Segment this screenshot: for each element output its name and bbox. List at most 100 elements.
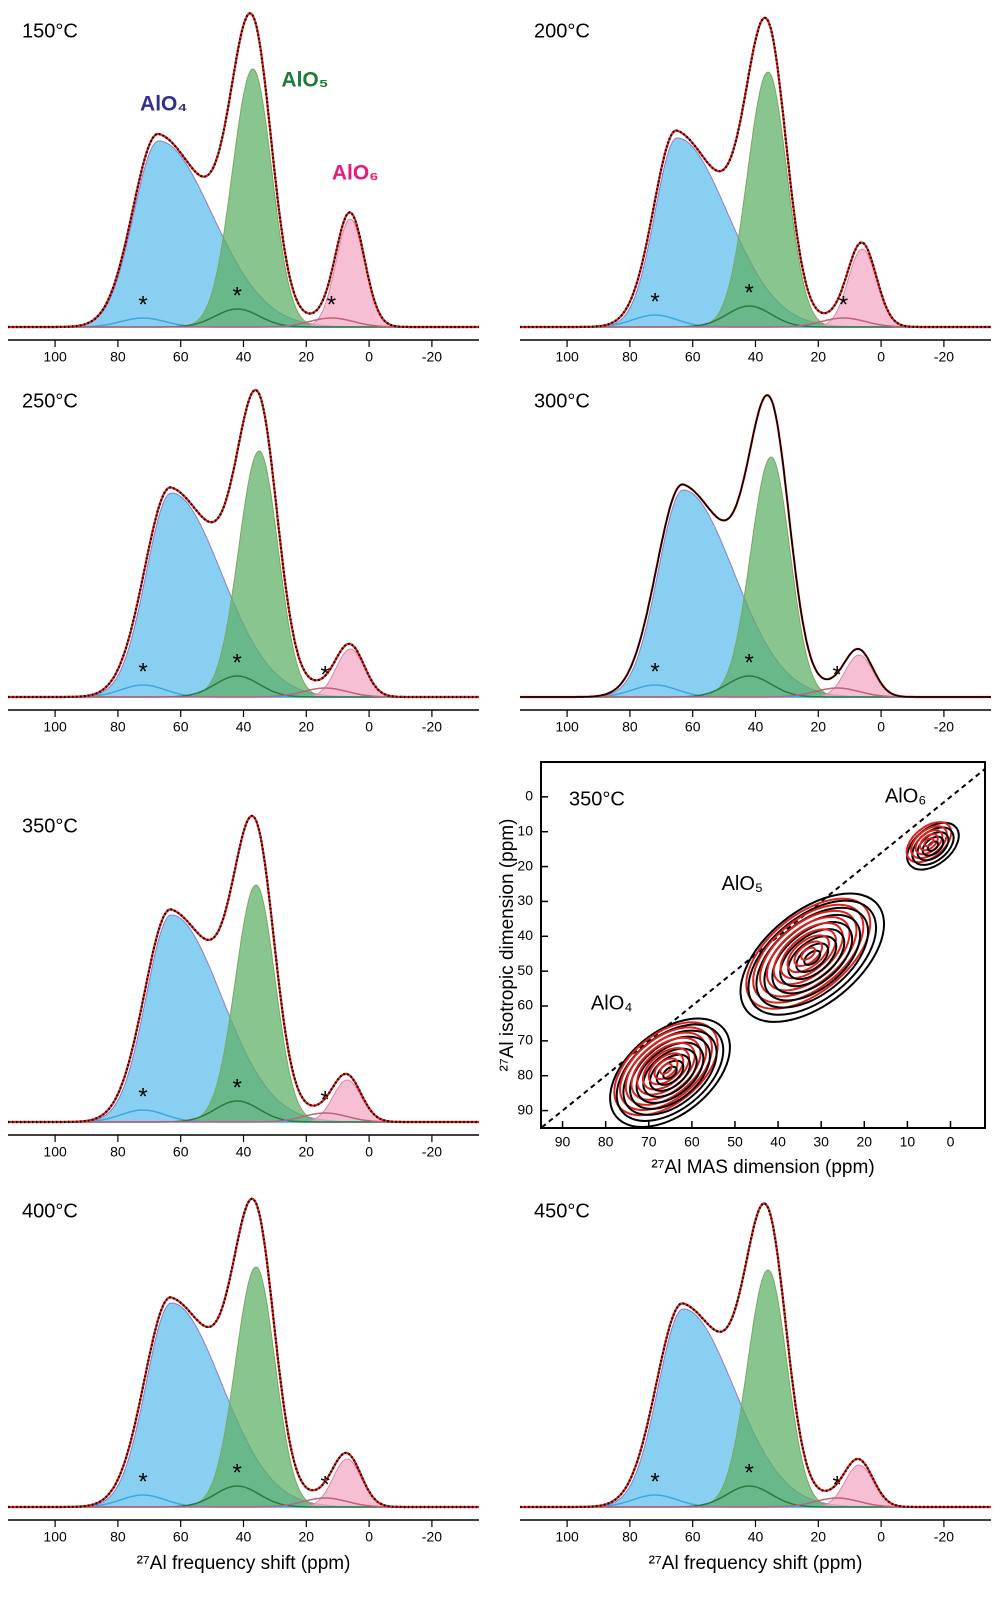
x-tick-label: 80 xyxy=(110,349,126,365)
panel-title: 450°C xyxy=(534,1200,590,1222)
x-tick-label: 40 xyxy=(236,1529,252,1545)
x-tick-label: 0 xyxy=(877,1529,885,1545)
x-tick-label: 20 xyxy=(299,719,315,735)
x-tick-label: 70 xyxy=(641,1134,657,1150)
contour-red xyxy=(800,946,817,961)
contour-red xyxy=(759,909,858,998)
component-peak xyxy=(8,68,479,328)
x-tick-label: 60 xyxy=(684,1134,700,1150)
experimental-curve xyxy=(8,814,479,1124)
x-tick-label: 60 xyxy=(173,349,189,365)
contour-red xyxy=(647,1052,685,1086)
y-tick-label: 0 xyxy=(525,788,533,804)
satellite-label: * xyxy=(138,291,147,318)
x-tick-label: 40 xyxy=(236,349,252,365)
x-tick-label: 40 xyxy=(770,1134,786,1150)
experimental-curve xyxy=(520,394,991,698)
x-tick-label: 0 xyxy=(877,719,885,735)
x-tick-label: 90 xyxy=(555,1134,571,1150)
x-tick-label: 40 xyxy=(236,1144,252,1160)
satellite-label: * xyxy=(745,649,754,676)
contour-red xyxy=(786,934,830,974)
component-label: AlO₄ xyxy=(140,93,187,116)
x-tick-label: 80 xyxy=(110,1529,126,1545)
satellite-label: * xyxy=(832,661,841,688)
x-tick-label: -20 xyxy=(422,349,442,365)
contour-black xyxy=(803,949,822,966)
x-tick-label: -20 xyxy=(934,1529,954,1545)
x-tick-label: 100 xyxy=(555,349,579,365)
component-peak xyxy=(8,884,479,1123)
satellite-label: * xyxy=(233,649,242,676)
x-tick-label: 40 xyxy=(236,719,252,735)
x-tick-label: 30 xyxy=(813,1134,829,1150)
x-tick-label: 0 xyxy=(947,1134,955,1150)
x-tick-label: 60 xyxy=(685,349,701,365)
x-tick-label: 40 xyxy=(748,349,764,365)
y-tick-label: 70 xyxy=(517,1032,533,1048)
contour-red xyxy=(630,1036,702,1101)
x-tick-label: 60 xyxy=(685,1529,701,1545)
contour-red xyxy=(659,1062,673,1075)
x-tick-label: 20 xyxy=(857,1134,873,1150)
contour-black xyxy=(609,1017,731,1128)
panel-title: 200°C xyxy=(534,20,590,42)
contour-red xyxy=(653,1057,679,1081)
peak-label: AlO₄ xyxy=(591,993,633,1015)
frame xyxy=(540,761,986,1129)
panel-title: 350°C xyxy=(22,815,78,837)
x-tick-label: -20 xyxy=(422,1529,442,1545)
satellite-label: * xyxy=(233,282,242,309)
y-tick-label: 20 xyxy=(517,857,533,873)
x-tick-label: 60 xyxy=(685,719,701,735)
x-tick-label: 20 xyxy=(811,1529,827,1545)
x-tick-label: 40 xyxy=(748,719,764,735)
x-tick-label: 100 xyxy=(43,349,67,365)
component-peak xyxy=(520,71,991,328)
panel-title: 150°C xyxy=(22,20,78,42)
x-tick-label: 100 xyxy=(43,1529,67,1545)
satellite-label: * xyxy=(650,288,659,315)
panel-title: 250°C xyxy=(22,390,78,412)
component-label: AlO₆ xyxy=(332,162,379,185)
x-tick-label: 80 xyxy=(622,349,638,365)
contour-black xyxy=(926,840,940,852)
x-tick-label: 100 xyxy=(43,1144,67,1160)
x-tick-label: 20 xyxy=(811,349,827,365)
panel-title: 350°C xyxy=(569,788,625,810)
satellite-label: * xyxy=(320,1471,329,1498)
x-tick-label: 0 xyxy=(877,349,885,365)
contour-black xyxy=(771,921,854,995)
fit-curve xyxy=(8,12,479,329)
peak-label: AlO₅ xyxy=(722,873,763,895)
x-tick-label: 0 xyxy=(365,719,373,735)
y-tick-label: 10 xyxy=(517,822,533,838)
experimental-curve xyxy=(520,1202,991,1509)
contour-red xyxy=(919,833,939,852)
satellite-label: * xyxy=(650,658,659,685)
x-tick-label: 10 xyxy=(900,1134,916,1150)
x-tick-label: -20 xyxy=(422,1144,442,1160)
contour-black xyxy=(642,1047,698,1098)
y-tick-label: 30 xyxy=(517,892,533,908)
y-tick-label: 60 xyxy=(517,997,533,1013)
y-tick-label: 40 xyxy=(517,927,533,943)
satellite-label: * xyxy=(233,1459,242,1486)
component-peak xyxy=(8,1266,479,1508)
peak-label: AlO₆ xyxy=(885,785,926,807)
x-tick-label: 60 xyxy=(173,1529,189,1545)
x-tick-label: -20 xyxy=(934,349,954,365)
x-tick-label: 100 xyxy=(555,719,579,735)
satellite-label: * xyxy=(745,1459,754,1486)
x-tick-label: 60 xyxy=(173,719,189,735)
satellite-label: * xyxy=(745,279,754,306)
satellite-label: * xyxy=(138,1083,147,1110)
contour-red xyxy=(793,940,824,967)
panel-title: 400°C xyxy=(22,1200,78,1222)
satellite-label: * xyxy=(138,1468,147,1495)
contour-black xyxy=(921,835,945,857)
x-tick-label: 80 xyxy=(622,719,638,735)
satellite-label: * xyxy=(138,658,147,685)
x-axis-label: ²⁷Al MAS dimension (ppm) xyxy=(651,1157,874,1178)
